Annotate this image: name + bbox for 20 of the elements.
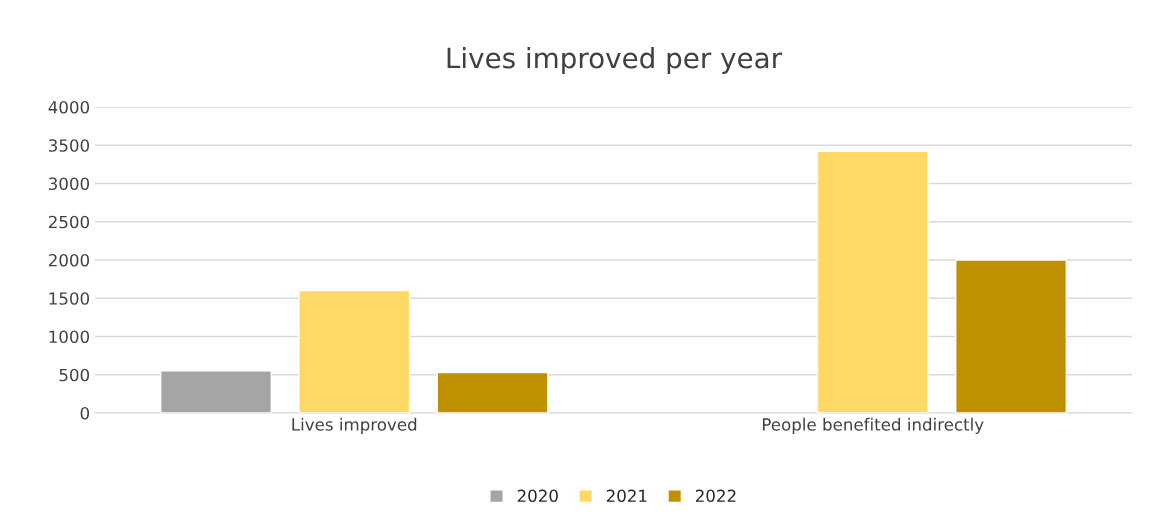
- y-tick-label: 2500: [48, 215, 90, 229]
- y-tick-label: 0: [80, 406, 90, 420]
- bar: [159, 370, 272, 413]
- chart-title: Lives improved per year: [447, 47, 783, 74]
- legend-label: 2022: [695, 489, 736, 503]
- y-tick-label: 4000: [48, 100, 90, 114]
- bar: [816, 150, 929, 413]
- x-tick-label: People benefited indirectly: [762, 417, 984, 434]
- y-tick-label: 3500: [48, 139, 90, 152]
- y-tick-label: 500: [59, 368, 90, 382]
- y-tick-label: 3000: [48, 177, 90, 191]
- legend-label: 2020: [517, 489, 558, 503]
- bar: [436, 371, 549, 413]
- y-tick-label: 1000: [49, 330, 90, 344]
- y-tick-label: 1500: [49, 292, 90, 305]
- bar: [298, 289, 411, 413]
- legend-label: 2021: [606, 489, 647, 503]
- x-tick-label: Lives improved: [292, 417, 417, 434]
- bar: [955, 259, 1068, 413]
- y-tick-label: 2000: [48, 253, 90, 267]
